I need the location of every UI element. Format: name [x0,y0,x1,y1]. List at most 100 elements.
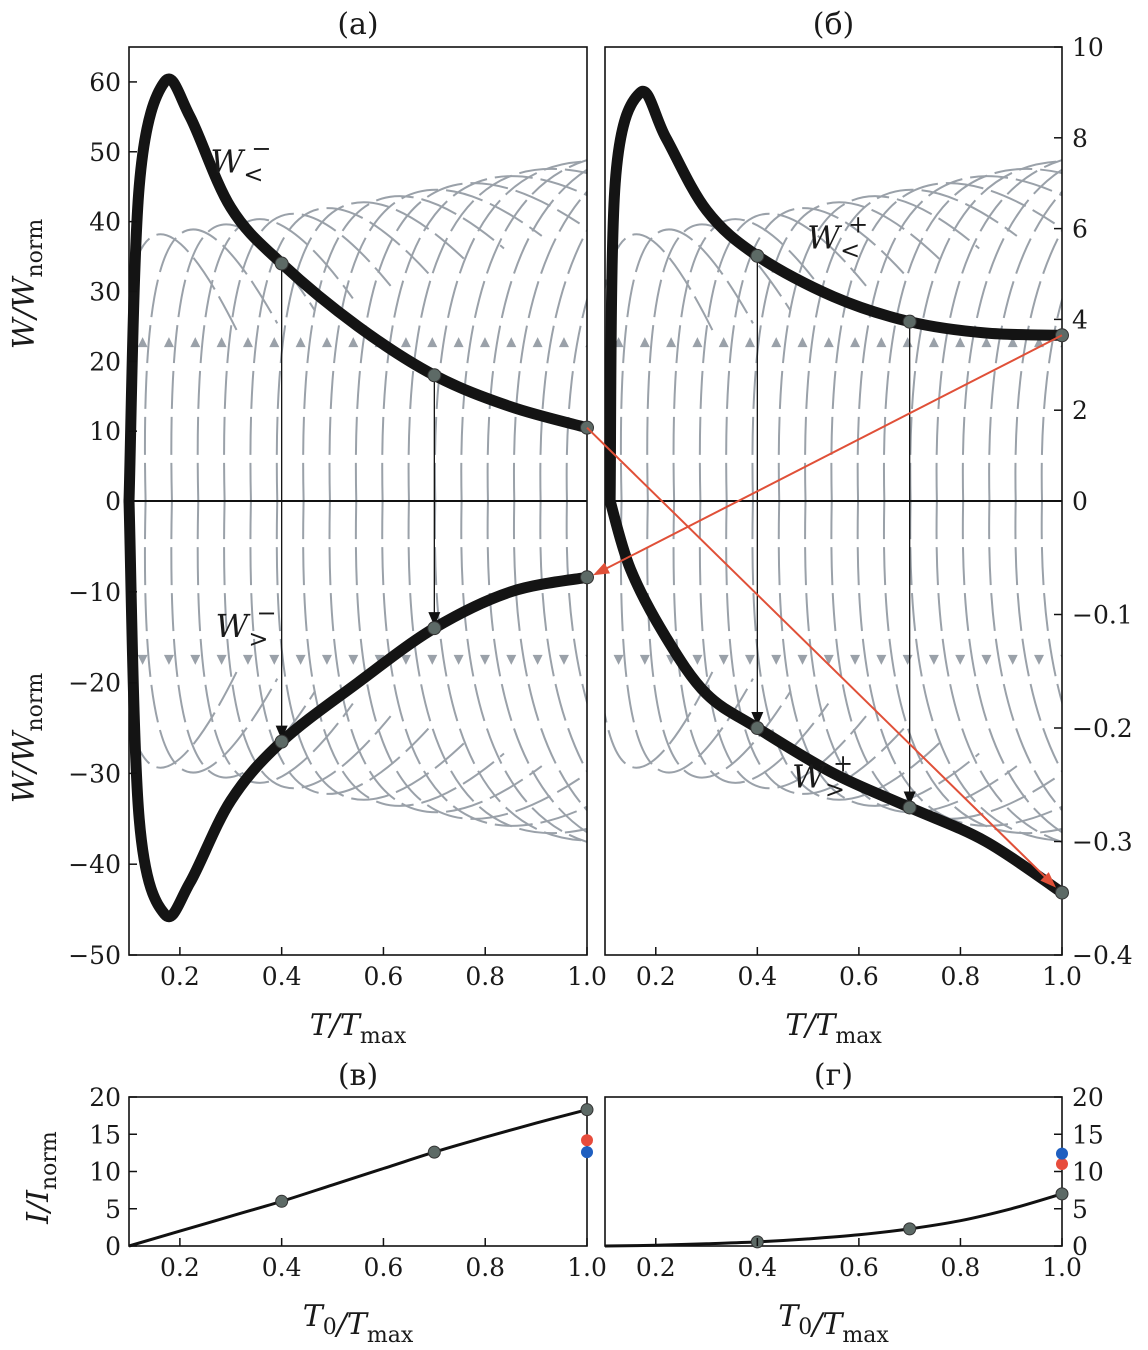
streamline [381,175,587,501]
y-tick-label: −20 [68,669,121,698]
data-marker [903,1222,917,1236]
streamline [935,159,1062,501]
transition-arrowhead [903,791,916,806]
streamlines [129,501,587,843]
streamline [354,501,581,820]
x-axis-label: T/Tmax [310,1008,407,1049]
streamline-arrowhead [479,654,490,665]
y-tick-label: −10 [68,578,121,607]
panel-title: (г) [814,1058,853,1093]
streamline [909,501,1062,842]
streamline-arrowhead [295,654,306,665]
streamline [777,501,980,807]
streamline-arrowhead [453,654,464,665]
streamline-arrowhead [718,337,729,348]
transition-arrowhead [751,712,764,726]
streamline [223,501,392,790]
streamline-arrowhead [797,654,808,665]
streamline-arrowhead [400,337,411,348]
x-tick-label: 0.2 [160,962,200,991]
streamline-arrowhead [295,337,306,348]
y-tick-label: −0.2 [1072,714,1133,743]
streamline-arrowhead [744,337,755,348]
curve-label-upper: W<+ [807,211,868,265]
streamline-arrowhead [1087,337,1097,347]
streamline-arrowhead [348,337,359,348]
streamline [856,175,1062,501]
streamline-arrowhead [190,337,201,348]
y-tick-label: 50 [89,138,121,167]
separatrix-lower [123,495,593,923]
data-marker [1055,1187,1069,1201]
streamline [381,501,587,827]
streamline [672,501,830,784]
streamline [539,501,587,774]
streamline [328,501,543,814]
y-tick-label: 2 [1072,396,1088,425]
streamline-arrowhead [137,654,148,665]
streamline [1040,501,1062,706]
streamline [935,501,1062,843]
streamline-arrowhead [321,337,332,348]
streamline-arrowhead [902,337,913,348]
state-node [427,368,442,383]
y-tick-label: −40 [68,850,121,879]
streamline [830,501,1056,820]
streamline-arrowhead [453,337,464,348]
streamline [856,501,1062,827]
panel-b: (б) 0.2 0.4 0.6 0.8 1.0 T/Tmax 10 8 6 4 2 0 −0.1 −0.2 −… [586,7,1148,1049]
streamline-arrowhead [1034,654,1045,665]
streamline [275,201,467,501]
streamline [539,228,587,501]
y-tick-label: 0 [1072,487,1088,516]
y-tick-label: 10 [1072,1158,1104,1187]
y-tick-label: 10 [89,1158,121,1187]
streamline [433,160,587,501]
streamline-arrowhead [666,337,677,348]
streamline [619,228,754,501]
x-tick-label: 0.4 [737,962,777,991]
panel-v: (в) 0.2 0.4 0.6 0.8 1.0 T0/Tmax 20 15 10 5 0 I/Inorm [21,1058,607,1348]
streamline-arrowhead [348,654,359,665]
x-tick-label: 0.4 [262,962,302,991]
streamline-arrowhead [823,654,834,665]
blue-point [581,1146,593,1159]
y-tick-label: 40 [89,208,121,237]
streamline [143,228,279,501]
streamline-arrowhead [771,654,782,665]
y-tick-label: 30 [89,277,121,306]
streamline-arrowhead [558,337,569,348]
plot-frame [128,1096,588,1247]
streamline [725,207,905,501]
streamline-arrowhead [269,337,280,348]
x-tick-label: 0.6 [364,1253,404,1282]
x-tick-label: 1.0 [567,962,607,991]
streamline [486,501,587,834]
streamline-arrowhead [216,337,227,348]
separatrix-upper [604,85,1068,507]
streamline [433,501,587,842]
streamline [354,182,581,501]
blue-point [1056,1147,1068,1160]
data-marker [275,1194,289,1208]
streamline [407,501,587,835]
x-tick-label: 0.2 [636,1253,676,1282]
curve-label-lower: W>+ [792,749,853,803]
streamline [223,212,392,501]
streamline [605,665,717,769]
curve-label-lower: W>− [216,599,277,653]
streamline-arrowhead [506,654,517,665]
y-tick-label: 4 [1072,305,1088,334]
x-tick-label: 0.4 [737,1253,777,1282]
panel-title: (в) [338,1058,378,1093]
streamline-arrowhead [718,654,729,665]
streamline [565,296,587,501]
x-tick-label: 1.0 [1042,1253,1082,1282]
streamline [619,501,754,774]
y-tick-label: 15 [1072,1120,1104,1149]
streamline [988,190,1062,501]
streamline [512,501,587,812]
streamline [830,182,1056,501]
streamline [1094,97,1148,501]
panel-g: (г) 0.2 0.4 0.6 0.8 1.0 T0/Tmax 20 15 10 5 0 [604,1058,1104,1348]
